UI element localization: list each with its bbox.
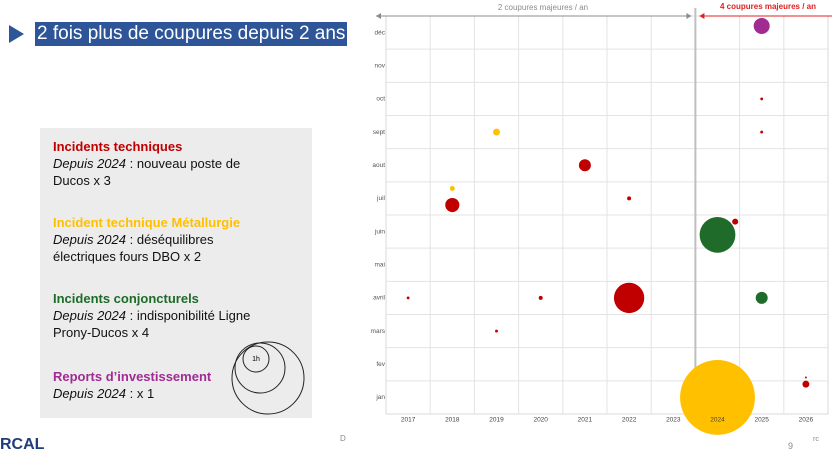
x-tick-label: 2026	[799, 417, 814, 424]
x-tick-label: 2021	[578, 417, 593, 424]
y-tick-label: juin	[374, 228, 386, 235]
size-legend-circle	[234, 342, 286, 394]
bubble	[495, 329, 498, 333]
legend-item: Incident technique Métallurgie Depuis 202…	[53, 214, 278, 265]
title-marker	[9, 25, 24, 43]
x-tick-label: 2025	[754, 417, 769, 424]
annotation: 4 coupures majeures / an	[720, 2, 816, 11]
bubble	[627, 196, 632, 201]
legend-since: Depuis 2024	[53, 232, 126, 247]
y-tick-label: oct	[376, 96, 385, 103]
y-tick-label: jan	[375, 394, 385, 401]
bubble	[449, 186, 455, 191]
x-tick-label: 2022	[622, 417, 637, 424]
bubble	[755, 291, 768, 304]
arrowhead	[699, 13, 705, 19]
bubble	[680, 360, 755, 435]
legend-item: Incidents techniques Depuis 2024 : nouvea…	[53, 138, 278, 189]
page-number: 9	[788, 441, 794, 451]
y-tick-label: fev	[376, 361, 385, 368]
x-tick-label: 2018	[445, 417, 460, 424]
legend-heading: Incident technique Métallurgie	[53, 215, 241, 230]
y-tick-label: nov	[375, 62, 386, 69]
bubble	[445, 197, 460, 213]
bubble	[732, 218, 739, 225]
bubble	[538, 295, 543, 300]
legend-heading: Incidents conjoncturels	[53, 291, 199, 306]
annotation: 2 coupures majeures / an	[498, 3, 588, 12]
x-tick-label: 2020	[533, 417, 548, 424]
legend-detail: : déséquilibres électriques fours DBO x …	[53, 232, 214, 264]
x-tick-label: 2023	[666, 417, 681, 424]
bubble	[406, 296, 410, 300]
y-tick-label: aout	[372, 162, 385, 169]
legend-detail: : x 1	[126, 386, 155, 401]
x-tick-label: 2024	[710, 417, 725, 424]
bubble	[802, 380, 810, 388]
annotation-bg	[705, 1, 833, 13]
bubble	[760, 130, 764, 134]
slide-title: 2 fois plus de coupures depuis 2 ans	[35, 22, 348, 46]
size-legend-circle	[242, 345, 270, 373]
arrowhead	[686, 13, 692, 19]
y-tick-label: déc	[375, 29, 386, 36]
footer-text: rc	[813, 436, 819, 443]
y-tick-label: mai	[375, 261, 385, 268]
legend-since: Depuis 2024	[53, 156, 126, 171]
size-legend-circle	[231, 341, 305, 415]
x-tick-label: 2017	[401, 417, 416, 424]
y-tick-label: mars	[371, 328, 386, 335]
legend-heading: Incidents techniques	[53, 139, 183, 154]
y-tick-label: avril	[373, 295, 385, 302]
bubble	[578, 159, 591, 172]
bubble	[493, 128, 500, 136]
legend-detail: : nouveau poste de Ducos x 3	[53, 156, 241, 188]
bubble	[804, 376, 807, 379]
size-legend-label: 1h	[252, 356, 260, 363]
legend-detail: : indisponibilité Ligne Prony-Ducos x 4	[53, 308, 251, 340]
legend-since: Depuis 2024	[53, 308, 126, 323]
y-tick-label: sept	[373, 129, 385, 136]
y-tick-label: juil	[376, 195, 386, 202]
bubble	[760, 97, 764, 101]
size-legend: 1h	[231, 341, 305, 415]
annotation-bg	[470, 2, 620, 14]
bubble	[753, 17, 770, 34]
x-tick-label: 2019	[489, 417, 504, 424]
bubble	[699, 217, 736, 253]
legend-box: Incidents techniques Depuis 2024 : nouvea…	[40, 128, 312, 418]
footer-text: D	[340, 434, 346, 443]
legend-since: Depuis 2024	[53, 386, 126, 401]
arrowhead	[376, 13, 381, 19]
legend-item: Incidents conjoncturels Depuis 2024 : ind…	[53, 290, 278, 341]
logo: RCAL	[0, 436, 45, 453]
bubble	[613, 282, 645, 314]
legend-item: Reports d’investissement Depuis 2024 : x …	[53, 368, 278, 402]
legend-heading: Reports d’investissement	[53, 369, 212, 384]
